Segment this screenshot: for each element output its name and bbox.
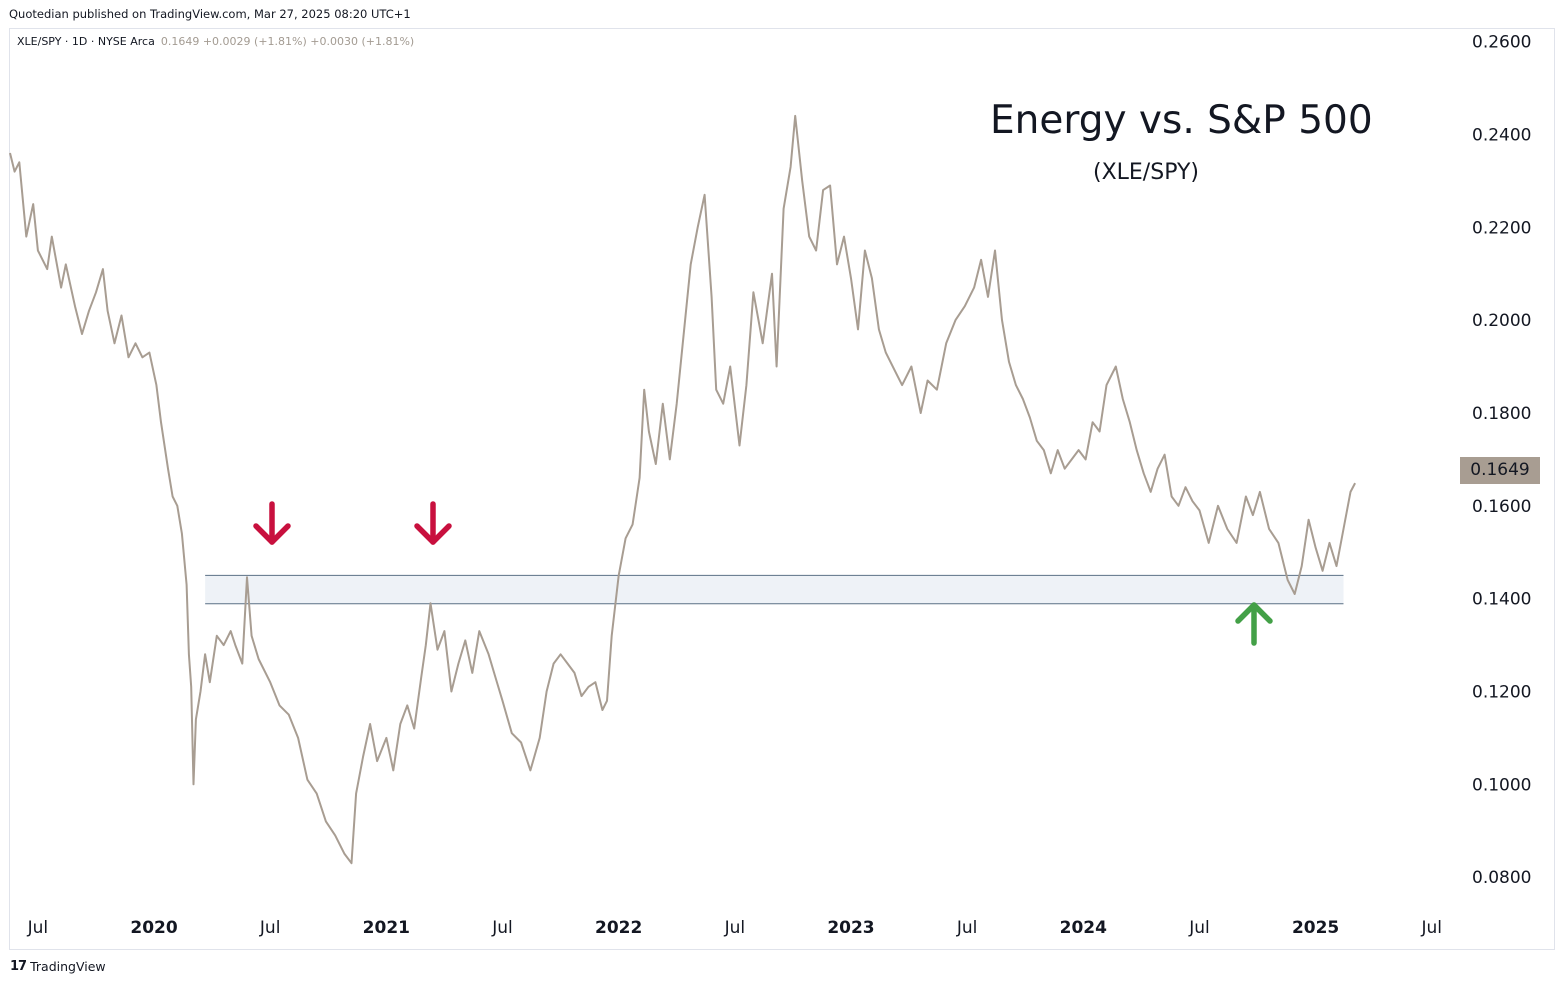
annotation-arrows [253,501,1273,646]
symbol-values: 0.1649 +0.0029 (+1.81%) +0.0030 (+1.81%) [160,35,415,48]
x-tick-label: Jul [1421,918,1443,938]
symbol-legend: XLE/SPY · 1D · NYSE Arca 0.1649 +0.0029 (… [17,35,414,48]
chart-frame[interactable] [9,28,1555,950]
y-tick-label: 0.1200 [1472,682,1531,702]
chart-title: Energy vs. S&P 500 [990,98,1373,143]
x-tick-label: Jul [259,918,281,938]
y-tick-label: 0.2200 [1472,218,1531,238]
x-axis: Jul 2020 Jul 2021 Jul 2022 Jul 2023 Jul 2024 Jul 20… [27,918,1442,938]
last-price-badge: 0.1649 [1460,457,1540,484]
x-tick-label: 2022 [595,918,642,938]
y-tick-label: 0.1400 [1472,590,1531,610]
tradingview-footer[interactable]: 17 TradingView [10,959,106,974]
x-tick-label: Jul [956,918,978,938]
y-tick-label: 0.2600 [1472,33,1531,53]
symbol-info: XLE/SPY · 1D · NYSE Arca [17,35,155,48]
support-zone [205,575,1344,604]
x-tick-label: 2025 [1292,918,1339,938]
xle-spy-ratio-line [9,114,1356,865]
y-tick-label: 0.1800 [1472,404,1531,424]
x-tick-label: 2023 [827,918,874,938]
down-arrow-icon [414,501,452,545]
publisher-caption: Quotedian published on TradingView.com, … [9,7,411,21]
x-tick-label: Jul [491,918,513,938]
up-arrow-icon [1235,602,1273,646]
y-tick-label: 0.2000 [1472,311,1531,331]
y-tick-label: 0.2400 [1472,125,1531,145]
tradingview-logo-icon: 17 [10,959,27,974]
y-tick-label: 0.1600 [1472,497,1531,517]
x-tick-label: Jul [27,918,49,938]
x-tick-label: Jul [724,918,746,938]
tradingview-brand: TradingView [30,959,106,974]
chart-subtitle: (XLE/SPY) [1093,160,1199,185]
x-tick-label: 2021 [363,918,410,938]
y-tick-label: 0.0800 [1472,868,1531,888]
y-axis: 0.0800 0.1000 0.1200 0.1400 0.1600 0.1800 0.20… [1472,33,1531,889]
x-tick-label: 2024 [1060,918,1107,938]
y-tick-label: 0.1000 [1472,775,1531,795]
x-tick-label: 2020 [130,918,177,938]
x-tick-label: Jul [1188,918,1210,938]
down-arrow-icon [253,501,291,545]
